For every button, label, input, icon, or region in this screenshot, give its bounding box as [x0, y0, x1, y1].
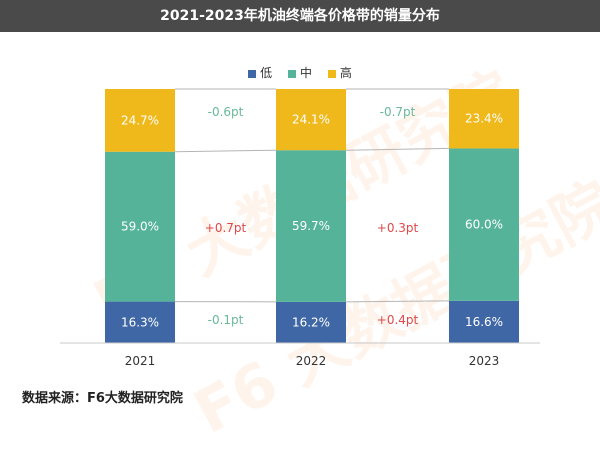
- connector-line: [175, 150, 276, 152]
- x-tick-2022: 2022: [296, 354, 327, 368]
- change-label-中-1: +0.3pt: [377, 221, 419, 235]
- data-source: 数据来源：F6大数据研究院: [22, 387, 183, 406]
- bar-label-2022-中: 59.7%: [292, 219, 330, 233]
- connector-line: [346, 301, 449, 302]
- change-label-中-0: +0.7pt: [205, 221, 247, 235]
- bar-label-2021-中: 59.0%: [121, 220, 159, 234]
- bar-label-2023-中: 60.0%: [465, 218, 503, 232]
- connector-line: [346, 148, 449, 150]
- bar-label-2022-高: 24.1%: [292, 113, 330, 127]
- bar-label-2021-高: 24.7%: [121, 113, 159, 127]
- change-label-高-0: -0.6pt: [208, 105, 244, 119]
- bar-label-2023-低: 16.6%: [465, 315, 503, 329]
- bar-label-2023-高: 23.4%: [465, 112, 503, 126]
- stacked-bar-chart: 16.3% 59.0% 24.7% 2021 16.2% 59.7% 24.1% 2022 16…: [0, 0, 600, 411]
- bar-label-2022-低: 16.2%: [292, 315, 330, 329]
- change-label-低-0: -0.1pt: [208, 313, 244, 327]
- x-tick-2021: 2021: [125, 354, 156, 368]
- x-tick-2023: 2023: [469, 354, 500, 368]
- change-label-低-1: +0.4pt: [377, 313, 419, 327]
- bar-label-2021-低: 16.3%: [121, 315, 159, 329]
- change-label-高-1: -0.7pt: [380, 105, 416, 119]
